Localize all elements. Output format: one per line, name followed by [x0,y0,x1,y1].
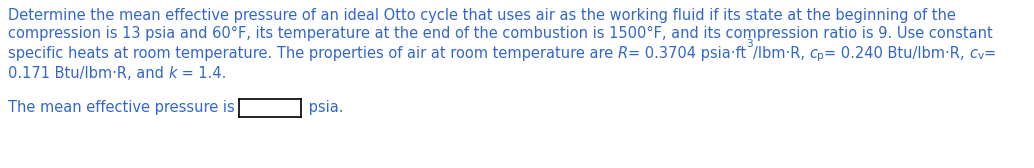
Text: =: = [983,46,996,61]
Text: p: p [818,51,824,61]
Text: c: c [970,46,977,61]
Text: 0.171 Btu/lbm·R, and: 0.171 Btu/lbm·R, and [8,66,169,81]
Text: The mean effective pressure is: The mean effective pressure is [8,100,240,115]
Text: /lbm·R,: /lbm·R, [753,46,810,61]
Text: = 0.3704 psia·ft: = 0.3704 psia·ft [628,46,747,61]
Text: 3: 3 [747,39,753,49]
Text: k: k [169,66,177,81]
Text: specific heats at room temperature. The properties of air at room temperature ar: specific heats at room temperature. The … [8,46,618,61]
Text: Determine the mean effective pressure of an ideal Otto cycle that uses air as th: Determine the mean effective pressure of… [8,8,955,23]
Text: = 1.4.: = 1.4. [177,66,226,81]
Text: psia.: psia. [304,100,344,115]
Text: R: R [618,46,628,61]
Text: v: v [977,51,983,61]
Text: = 0.240 Btu/lbm·R,: = 0.240 Btu/lbm·R, [824,46,970,61]
Text: compression is 13 psia and 60°F, its temperature at the end of the combustion is: compression is 13 psia and 60°F, its tem… [8,26,993,41]
Text: c: c [810,46,818,61]
